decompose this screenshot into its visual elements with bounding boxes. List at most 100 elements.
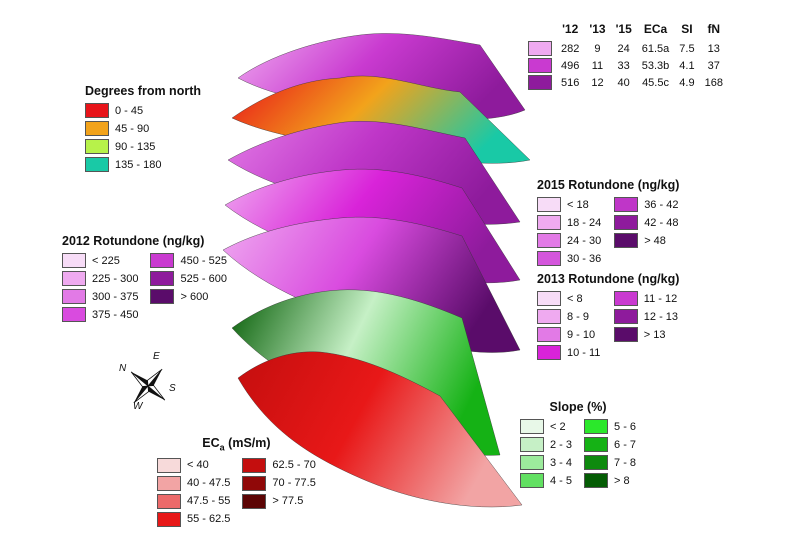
legend-label: < 40 (187, 459, 209, 471)
legend-swatch (537, 215, 561, 230)
legend-swatch (520, 455, 544, 470)
legend-item: 40 - 47.5 (157, 475, 231, 491)
table-cell: 4.1 (679, 59, 695, 72)
table-cell: 61.5a (641, 42, 670, 55)
legend-label: > 13 (643, 328, 666, 341)
legend-item: 18 - 24 (537, 215, 602, 230)
legend-item: < 2 (520, 419, 572, 434)
legend-item: < 225 (62, 253, 138, 268)
legend-item: > 13 (613, 327, 680, 342)
table-cell: 516 (561, 76, 580, 89)
legend-label: 300 - 375 (92, 290, 139, 303)
legend-swatch (242, 493, 267, 509)
legend-item: < 40 (157, 457, 230, 473)
legend-item: 10 - 11 (537, 345, 602, 360)
legend-title: 2012 Rotundone (ng/kg) (62, 234, 205, 248)
table-header: '12 (562, 22, 579, 36)
legend-title: Slope (%) (549, 400, 607, 414)
compass-icon (130, 368, 166, 404)
legend-item: 375 - 450 (62, 307, 138, 322)
zone-swatch (528, 75, 552, 90)
legend-swatch (537, 197, 561, 212)
legend-swatch (537, 345, 561, 360)
legend-swatch (62, 271, 86, 286)
legend-label: 0 - 45 (115, 104, 144, 117)
legend-swatch (537, 327, 561, 342)
compass-n-label: N (119, 363, 127, 374)
legend-item: 7 - 8 (584, 455, 636, 470)
legend-item: 525 - 600 (150, 271, 227, 286)
legend-item: 70 - 77.5 (242, 475, 316, 491)
legend-swatch (613, 291, 638, 306)
legend-item: 11 - 12 (613, 291, 680, 306)
legend-swatch (150, 289, 175, 304)
legend-label: < 2 (550, 420, 566, 433)
legend-title: 2015 Rotundone (ng/kg) (537, 178, 680, 192)
legend-label: 10 - 11 (567, 346, 601, 359)
legend-label: < 225 (92, 254, 120, 267)
legend-item: 225 - 300 (62, 271, 138, 286)
legend-label: 70 - 77.5 (272, 477, 316, 489)
legend-swatch (62, 307, 86, 322)
table-cell: 45.5c (642, 76, 669, 89)
legend-item: 0 - 45 (85, 103, 201, 118)
legend-label: 24 - 30 (567, 234, 602, 247)
compass-s-label: S (169, 383, 176, 394)
legend-swatch (614, 197, 639, 212)
legend-item: > 48 (614, 233, 679, 248)
legend-swatch (520, 419, 544, 434)
legend-swatch (537, 251, 561, 266)
table-header: '15 (615, 22, 632, 36)
legend-label: > 77.5 (272, 495, 304, 507)
legend-swatch (537, 309, 561, 324)
table-row: 282 9 24 61.5a 7.5 13 (528, 40, 728, 57)
legend-item: 8 - 9 (537, 309, 602, 324)
legend-label: 40 - 47.5 (187, 477, 231, 489)
legend-swatch (85, 157, 109, 172)
legend-item: 3 - 4 (520, 455, 572, 470)
legend-slope: Slope (%) < 2 5 - 6 2 - 3 6 - 7 3 - 4 7 - 8 4 … (520, 400, 636, 488)
legend-label: > 8 (614, 474, 630, 487)
legend-label: 9 - 10 (567, 328, 596, 341)
legend-item: < 8 (537, 291, 602, 306)
legend-label: 2 - 3 (550, 438, 573, 451)
legend-item: 36 - 42 (614, 197, 679, 212)
table-cell: 40 (617, 76, 630, 89)
legend-swatch (613, 309, 638, 324)
table-cell: 53.3b (641, 59, 670, 72)
legend-label: > 48 (644, 234, 666, 247)
legend-swatch (614, 233, 639, 248)
legend-item: 450 - 525 (150, 253, 227, 268)
table-cell: 12 (591, 76, 604, 89)
legend-item: 30 - 36 (537, 251, 602, 266)
legend-item: 6 - 7 (584, 437, 636, 452)
legend-item: 5 - 6 (584, 419, 636, 434)
legend-label: 18 - 24 (567, 216, 602, 229)
zone-table: '12 '13 '15 ECa SI fN 282 9 24 61.5a 7.5 13 496 11 33… (528, 22, 728, 91)
legend-rotundone-2013: 2013 Rotundone (ng/kg) < 8 11 - 12 8 - 9 12… (537, 272, 679, 360)
legend-item: 12 - 13 (613, 309, 680, 324)
legend-label: < 18 (567, 198, 589, 211)
legend-item: 135 - 180 (85, 157, 201, 172)
legend-title: ECa (mS/m) (202, 436, 271, 453)
legend-label: < 8 (567, 292, 583, 305)
table-row: 496 11 33 53.3b 4.1 37 (528, 57, 728, 74)
legend-label: 4 - 5 (550, 474, 573, 487)
legend-swatch (62, 289, 86, 304)
legend-label: > 600 (180, 290, 209, 303)
legend-label: 62.5 - 70 (272, 459, 316, 471)
legend-label: 47.5 - 55 (187, 495, 231, 507)
legend-item: 90 - 135 (85, 139, 201, 154)
legend-item: > 77.5 (242, 493, 315, 509)
table-cell: 37 (707, 59, 720, 72)
legend-degrees: Degrees from north 0 - 45 45 - 90 90 - 135… (85, 84, 201, 172)
legend-label: 450 - 525 (180, 254, 227, 267)
legend-swatch (157, 475, 181, 491)
table-cell: 7.5 (679, 42, 695, 55)
legend-item: 42 - 48 (614, 215, 679, 230)
legend-swatch (157, 457, 181, 473)
legend-swatch (242, 457, 267, 473)
legend-swatch (157, 511, 181, 527)
legend-label: 42 - 48 (644, 216, 679, 229)
